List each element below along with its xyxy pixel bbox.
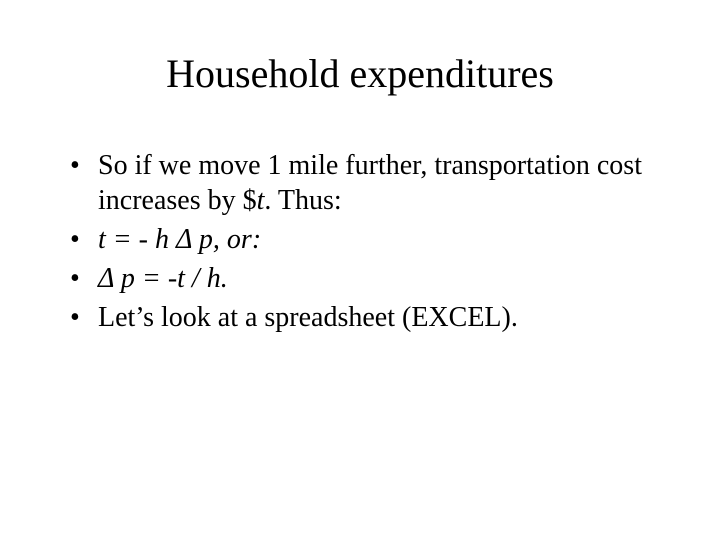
bullet-item: Let’s look at a spreadsheet (EXCEL).	[70, 300, 660, 335]
bullet-item: t = - h Δ p, or:	[70, 222, 660, 257]
text-segment: So if we move 1 mile further, transporta…	[98, 150, 642, 216]
text-segment: Δ p = -t / h.	[98, 263, 228, 294]
text-segment: t = - h Δ p, or:	[98, 224, 261, 255]
bullet-item: Δ p = -t / h.	[70, 261, 660, 296]
slide-title: Household expenditures	[60, 50, 660, 98]
text-segment: . Thus:	[264, 185, 341, 216]
text-segment: Let’s look at a spreadsheet (EXCEL).	[98, 302, 518, 333]
bullet-list: So if we move 1 mile further, transporta…	[60, 148, 660, 335]
bullet-item: So if we move 1 mile further, transporta…	[70, 148, 660, 218]
slide: Household expenditures So if we move 1 m…	[0, 0, 720, 540]
